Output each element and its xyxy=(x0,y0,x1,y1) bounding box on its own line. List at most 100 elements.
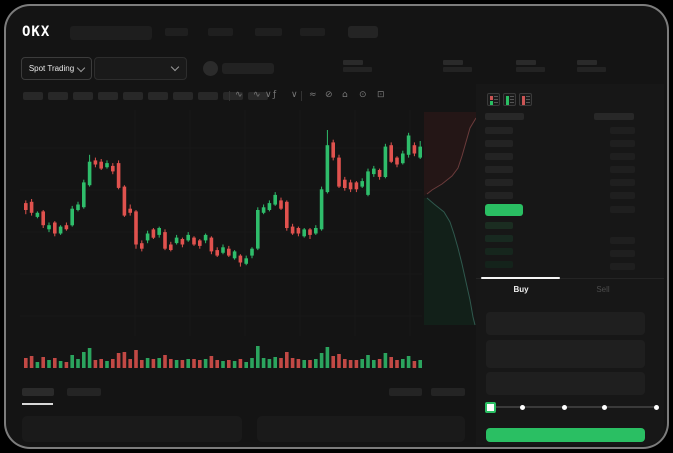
indicators-icon[interactable]: ƒ xyxy=(273,90,277,100)
stat-value-placeholder xyxy=(443,67,472,72)
orderbook-asks-icon[interactable] xyxy=(519,93,532,106)
orderbook-header-price xyxy=(485,113,524,120)
pair-selector-dropdown[interactable] xyxy=(94,57,187,80)
timeframe-placeholder[interactable] xyxy=(98,92,118,100)
stat-label-placeholder xyxy=(443,60,463,65)
bottom-action-left[interactable] xyxy=(389,388,422,396)
buy-submit-button[interactable] xyxy=(486,428,645,442)
bid-price-placeholder[interactable] xyxy=(485,222,513,229)
orderbook-combined-icon[interactable] xyxy=(487,93,500,106)
active-tab-indicator xyxy=(481,277,560,279)
bid-amount-placeholder xyxy=(610,237,635,244)
ask-price-placeholder[interactable] xyxy=(485,140,513,147)
ask-amount-placeholder xyxy=(610,192,635,199)
timeframe-placeholder[interactable] xyxy=(223,92,243,100)
ask-price-placeholder[interactable] xyxy=(485,192,513,199)
icon-line xyxy=(510,102,514,103)
chart-settings-icon[interactable]: ⊙ xyxy=(359,90,367,100)
ask-amount-placeholder xyxy=(610,179,635,186)
last-price-badge[interactable] xyxy=(485,204,523,216)
slider-stop-dot[interactable] xyxy=(520,405,526,410)
candle-type-icon[interactable]: ∿ xyxy=(253,90,261,100)
timeframe-placeholder[interactable] xyxy=(198,92,218,100)
timeframe-placeholder[interactable] xyxy=(148,92,168,100)
bottom-tab-order-history[interactable] xyxy=(67,388,101,396)
candle-type-chevron-icon[interactable]: ∨ xyxy=(265,90,272,100)
orders-table-placeholder xyxy=(257,416,465,442)
stat-label-placeholder xyxy=(516,60,536,65)
tab-sell[interactable]: Sell xyxy=(596,285,610,294)
orderbook-header-amount xyxy=(594,113,634,120)
timeframe-placeholder[interactable] xyxy=(23,92,43,100)
nav-item-placeholder[interactable] xyxy=(348,26,378,38)
order-total-field[interactable] xyxy=(486,372,645,395)
stat-label-placeholder xyxy=(577,60,597,65)
nav-item-placeholder[interactable] xyxy=(208,28,233,36)
ask-price-placeholder[interactable] xyxy=(485,179,513,186)
order-tabs xyxy=(476,278,664,309)
icon-line xyxy=(526,102,530,103)
snapshot-icon[interactable]: ⌂ xyxy=(342,90,348,100)
nav-item-placeholder[interactable] xyxy=(300,28,325,36)
ask-amount-placeholder xyxy=(610,166,635,173)
tab-buy[interactable]: Buy xyxy=(513,285,529,294)
bid-amount-placeholder xyxy=(610,263,635,270)
ask-amount-placeholder xyxy=(610,153,635,160)
search-input[interactable] xyxy=(70,26,152,40)
slider-stop-dot[interactable] xyxy=(602,405,608,410)
coin-avatar xyxy=(203,61,218,76)
icon-line xyxy=(494,96,498,97)
orderbook-bids-icon[interactable] xyxy=(503,93,516,106)
divider xyxy=(229,91,230,101)
compare-icon[interactable]: ≈ xyxy=(309,90,317,100)
okx-logo[interactable]: OKX xyxy=(22,24,51,40)
fullscreen-icon[interactable]: ⊡ xyxy=(377,90,385,100)
timeframe-placeholder[interactable] xyxy=(73,92,93,100)
orders-table-placeholder xyxy=(22,416,242,442)
slider-handle[interactable] xyxy=(485,402,496,413)
bid-price-placeholder[interactable] xyxy=(485,235,513,242)
timeframe-placeholder[interactable] xyxy=(173,92,193,100)
icon-line xyxy=(510,96,514,97)
bid-price-placeholder[interactable] xyxy=(485,248,513,255)
bottom-action-right[interactable] xyxy=(431,388,465,396)
icon-bar xyxy=(490,96,493,100)
stat-value-placeholder xyxy=(516,67,545,72)
slider-stop-dot[interactable] xyxy=(562,405,568,410)
timeframe-placeholder[interactable] xyxy=(123,92,143,100)
ask-price-placeholder[interactable] xyxy=(485,153,513,160)
icon-line xyxy=(510,99,514,100)
slider-stop-dot[interactable] xyxy=(654,405,659,410)
indicators-chevron-icon[interactable]: ∨ xyxy=(291,90,298,100)
icon-line xyxy=(494,102,498,103)
draw-tools-icon[interactable]: ⊘ xyxy=(325,90,333,100)
icon-bar xyxy=(490,101,493,105)
market-type-dropdown[interactable]: Spot Trading xyxy=(21,57,92,80)
last-price-placeholder xyxy=(222,63,274,74)
ask-price-placeholder[interactable] xyxy=(485,166,513,173)
last-amount-placeholder xyxy=(610,206,635,213)
bottom-tab-open-orders[interactable] xyxy=(22,388,54,396)
icon-bar xyxy=(522,96,525,105)
icon-line xyxy=(526,96,530,97)
bottom-active-tab-indicator xyxy=(22,403,53,405)
ask-amount-placeholder xyxy=(610,140,635,147)
timeframe-placeholder[interactable] xyxy=(248,92,268,100)
order-amount-field[interactable] xyxy=(486,340,645,368)
stat-value-placeholder xyxy=(577,67,606,72)
bid-amount-placeholder xyxy=(610,250,635,257)
icon-line xyxy=(526,99,530,100)
bid-price-placeholder[interactable] xyxy=(485,261,513,268)
nav-item-placeholder[interactable] xyxy=(165,28,188,36)
ask-price-placeholder[interactable] xyxy=(485,127,513,134)
line-style-icon[interactable]: ∿ xyxy=(235,90,243,100)
device-frame: OKX Spot Trading ∿ ∿ ∨ ƒ ∨ ≈ ⊘ ⌂ ⊙ ⊡ xyxy=(4,4,669,449)
divider xyxy=(301,91,302,101)
order-price-field[interactable] xyxy=(486,312,645,335)
stat-label-placeholder xyxy=(343,60,363,65)
nav-item-placeholder[interactable] xyxy=(255,28,282,36)
timeframe-placeholder[interactable] xyxy=(48,92,68,100)
icon-bar xyxy=(506,96,509,105)
candlestick-chart[interactable] xyxy=(6,6,663,447)
amount-slider[interactable] xyxy=(489,406,656,408)
